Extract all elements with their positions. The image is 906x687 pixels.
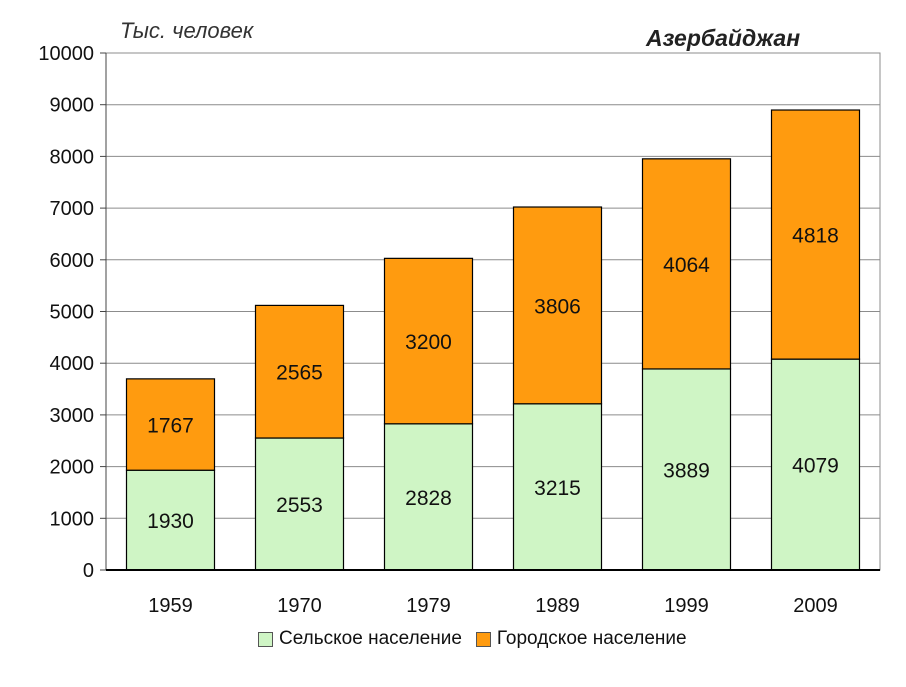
x-tick-label: 1979 (406, 595, 451, 617)
x-tick-label: 1970 (277, 595, 322, 617)
data-label: 4079 (792, 455, 839, 478)
bar-segment (254, 304, 345, 439)
y-tick-label: 8000 (50, 146, 95, 168)
legend-label-urban: Городское население (496, 628, 687, 649)
y-tick-label: 10000 (38, 43, 94, 65)
y-tick-label: 2000 (50, 457, 95, 479)
legend-item-urban: Городское население (475, 628, 687, 650)
x-tick-label: 1999 (664, 595, 709, 617)
y-tick-label: 5000 (50, 302, 95, 324)
data-label: 2828 (405, 487, 452, 510)
bar-segment (512, 206, 603, 405)
y-tick-label: 0 (83, 560, 94, 582)
x-tick-label: 2009 (793, 595, 838, 617)
legend-swatch-rural (258, 631, 273, 647)
y-tick-label: 1000 (50, 508, 95, 530)
data-label: 4064 (663, 254, 710, 277)
data-label: 3215 (534, 477, 581, 500)
y-tick-label: 3000 (50, 405, 95, 427)
bar-segment (125, 378, 216, 471)
bar-segment (770, 358, 861, 571)
chart-title: Азербайджан (646, 25, 801, 51)
data-label: 2565 (276, 362, 323, 385)
bar-segment (770, 109, 861, 360)
legend-swatch-urban (475, 631, 491, 647)
data-label: 1767 (147, 415, 194, 438)
bar-segment (383, 423, 474, 571)
y-tick-label: 9000 (50, 95, 95, 117)
y-tick-label: 7000 (50, 198, 95, 220)
x-tick-label: 1989 (535, 595, 580, 617)
y-axis-unit-label: Тыс. человек (120, 18, 254, 43)
y-tick-label: 6000 (50, 250, 95, 272)
x-tick-label: 1959 (148, 595, 193, 617)
legend: Сельское население Городское население (258, 628, 701, 650)
bar-segment (641, 368, 732, 571)
legend-item-rural: Сельское население (258, 628, 462, 650)
bar-segment (383, 257, 474, 425)
y-tick-label: 4000 (50, 353, 95, 375)
bar-segment (641, 158, 732, 370)
legend-label-rural: Сельское население (279, 628, 462, 649)
data-label: 2553 (276, 494, 323, 517)
data-label: 4818 (792, 225, 839, 248)
data-label: 3889 (663, 459, 710, 482)
data-label: 3200 (405, 331, 452, 354)
data-label: 1930 (147, 510, 194, 533)
data-label: 3806 (534, 295, 581, 318)
